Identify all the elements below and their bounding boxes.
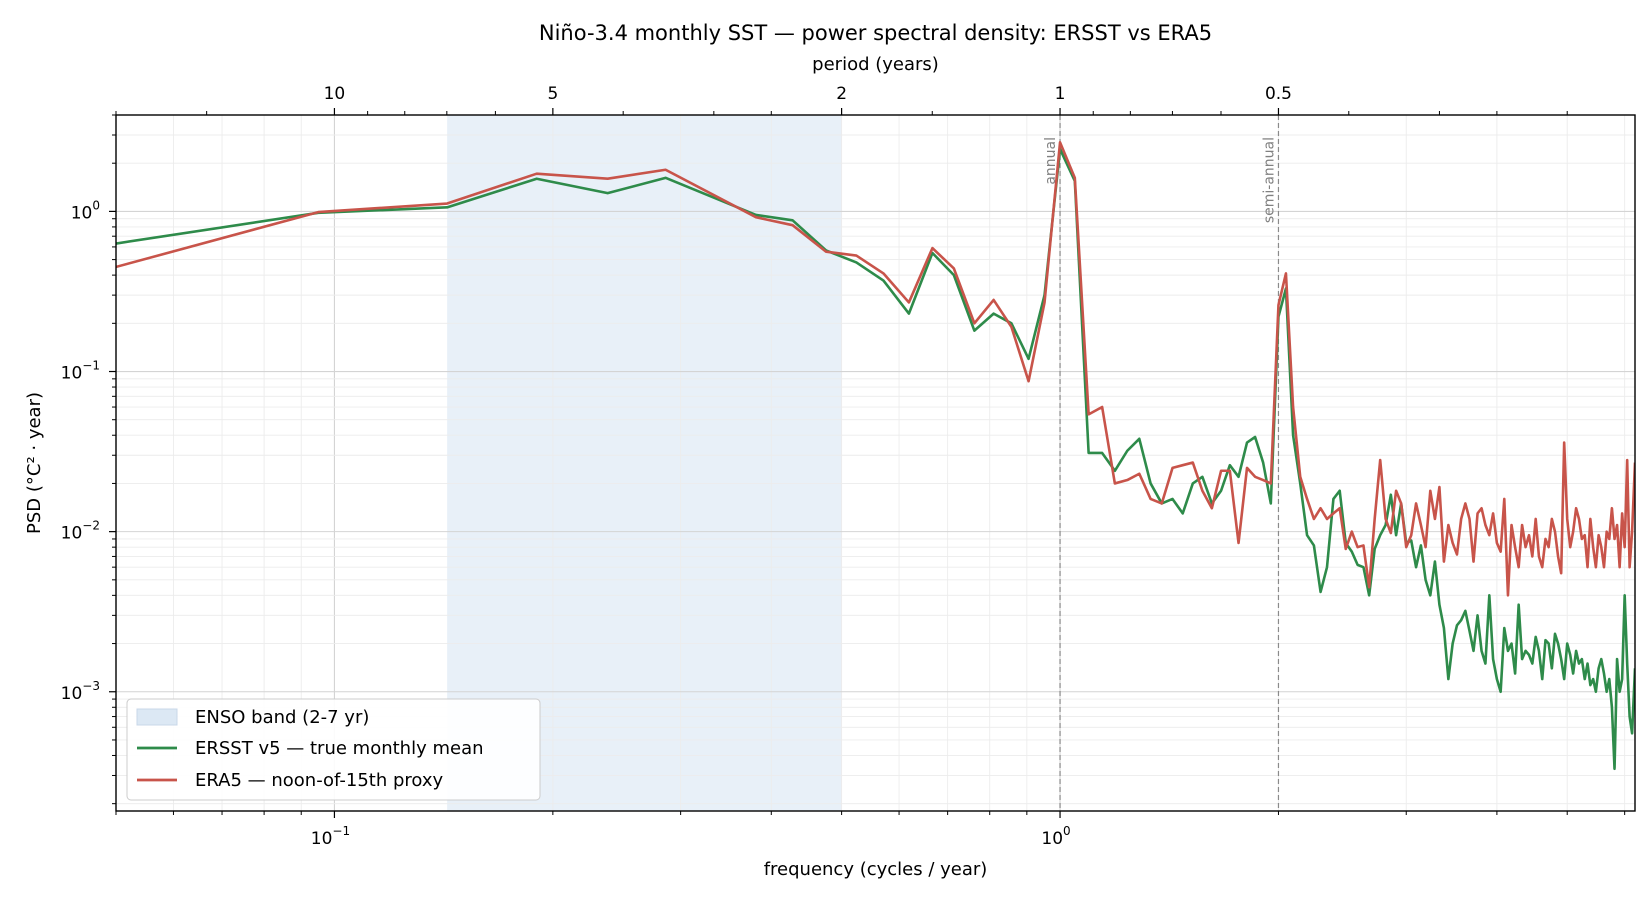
- x-tick-label-exponent: −1: [332, 824, 350, 838]
- y-tick-label: 100: [71, 198, 100, 223]
- band-layer: [447, 115, 842, 811]
- y-tick-label: 10−2: [61, 519, 100, 544]
- reference-lines-layer: annual semi-annual: [1043, 115, 1280, 811]
- top-axis-title: period (years): [812, 54, 939, 75]
- plot-frame: [115, 114, 1636, 812]
- reference-line-label: annual: [1043, 137, 1059, 185]
- x-axis-title: frequency (cycles / year): [764, 859, 988, 880]
- y-tick-label: 10−1: [61, 359, 100, 384]
- x-tick-label-base: 10: [311, 829, 333, 849]
- y-tick-label-base: 10: [61, 684, 83, 704]
- top-tick-label: 10: [324, 84, 346, 104]
- y-tick-label-base: 10: [71, 203, 93, 223]
- y-tick-label-base: 10: [61, 524, 83, 544]
- y-tick-label-base: 10: [61, 364, 83, 384]
- legend-label-ersst: ERSST v5 — true monthly mean: [195, 738, 484, 759]
- legend-box: [126, 698, 541, 801]
- x-tick-label-base: 10: [1041, 829, 1063, 849]
- y-tick-label-exponent: 0: [92, 198, 100, 212]
- x-tick-label-exponent: 0: [1063, 824, 1071, 838]
- y-tick-label: 10−3: [61, 679, 100, 704]
- y-axis-title: PSD (°C² · year): [24, 392, 45, 534]
- y-tick-label-exponent: −2: [82, 519, 100, 533]
- series-layer: [116, 141, 1635, 771]
- enso-band: [447, 115, 842, 811]
- series-line-era5: [116, 141, 1635, 597]
- top-tick-label: 2: [836, 84, 847, 104]
- top-tick-label: 5: [547, 84, 558, 104]
- grid-layer: [115, 114, 1635, 811]
- legend-label-band: ENSO band (2-7 yr): [195, 707, 369, 728]
- y-tick-label-exponent: −1: [82, 359, 100, 373]
- legend: ENSO band (2-7 yr) ERSST v5 — true monthl…: [126, 698, 541, 801]
- top-tick-label: 0.5: [1265, 84, 1292, 104]
- legend-swatch-band: [136, 708, 178, 726]
- x-tick-label: 100: [1041, 824, 1070, 849]
- top-tick-label: 1: [1055, 84, 1066, 104]
- x-tick-label: 10−1: [311, 824, 350, 849]
- y-tick-label-exponent: −3: [82, 679, 100, 693]
- legend-label-era5: ERA5 — noon-of-15th proxy: [195, 770, 444, 791]
- series-line-ersst: [116, 147, 1635, 771]
- chart-title: Niño-3.4 monthly SST — power spectral de…: [539, 21, 1212, 45]
- reference-line-label: semi-annual: [1261, 137, 1277, 223]
